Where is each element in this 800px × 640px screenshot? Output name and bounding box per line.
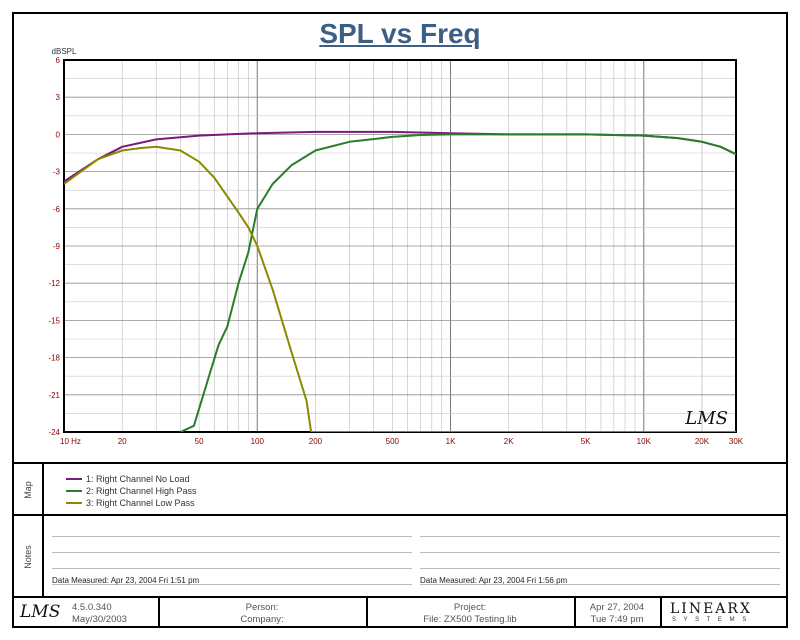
y-tick-label: -6 bbox=[53, 205, 61, 214]
x-tick-label: 10K bbox=[637, 437, 652, 446]
legend-swatch-3 bbox=[66, 502, 82, 504]
legend-swatch-1 bbox=[66, 478, 82, 480]
footer-person-cell: Person: Company: bbox=[160, 598, 368, 628]
footer-brand-cell: LINEARX S Y S T E M S bbox=[662, 598, 786, 628]
footer-date-cell: Apr 27, 2004 Tue 7:49 pm bbox=[576, 598, 662, 628]
y-tick-label: -21 bbox=[48, 391, 60, 400]
note-line bbox=[420, 584, 780, 585]
note-line bbox=[420, 552, 780, 553]
y-tick-label: -15 bbox=[48, 316, 60, 325]
x-tick-label: 10 Hz bbox=[60, 437, 81, 446]
y-tick-label: -12 bbox=[48, 279, 60, 288]
version-text: 4.5.0.340 bbox=[72, 602, 112, 613]
project-label: Project: bbox=[453, 602, 487, 613]
note-line bbox=[52, 568, 412, 569]
measured-note-1: Data Measured: Apr 23, 2004 Fri 1:51 pm bbox=[52, 576, 200, 585]
y-tick-label: -18 bbox=[48, 354, 60, 363]
chart-title: SPL vs Freq bbox=[319, 18, 481, 49]
y-axis-label: dBSPL bbox=[52, 47, 77, 56]
legend-label-3: 3: Right Channel Low Pass bbox=[86, 498, 195, 508]
version-date: May/30/2003 bbox=[72, 614, 127, 625]
footer-project-cell: Project: File: ZX500 Testing.lib bbox=[368, 598, 576, 628]
linearx-brand: LINEARX bbox=[670, 601, 752, 617]
footer-version-cell: LMS 4.5.0.340 May/30/2003 bbox=[14, 598, 160, 628]
x-tick-label: 5K bbox=[581, 437, 591, 446]
x-tick-label: 200 bbox=[309, 437, 323, 446]
map-section: Map 1: Right Channel No Load 2: Right Ch… bbox=[14, 462, 786, 516]
legend-swatch-2 bbox=[66, 490, 82, 492]
notes-section: Notes Data Measured: Apr 23, 2004 Fri 1:… bbox=[14, 514, 786, 598]
x-tick-label: 30K bbox=[729, 437, 744, 446]
date-text: Apr 27, 2004 bbox=[589, 602, 645, 613]
company-label: Company: bbox=[240, 614, 284, 625]
note-line bbox=[52, 584, 412, 585]
legend-label-1: 1: Right Channel No Load bbox=[86, 474, 190, 484]
x-tick-label: 20K bbox=[695, 437, 710, 446]
y-tick-label: -9 bbox=[53, 242, 61, 251]
y-tick-label: 0 bbox=[56, 130, 61, 139]
y-tick-label: 6 bbox=[56, 56, 61, 65]
x-tick-label: 100 bbox=[251, 437, 265, 446]
legend-item-2: 2: Right Channel High Pass bbox=[66, 486, 197, 496]
person-label: Person: bbox=[245, 602, 279, 613]
notes-side-label: Notes bbox=[14, 516, 44, 598]
measured-note-2: Data Measured: Apr 23, 2004 Fri 1:56 pm bbox=[420, 576, 568, 585]
map-side-label: Map bbox=[14, 464, 44, 516]
spl-chart: 6 3 0 -3 -6 -9 -12 -15 -18 -21 -24 dBSPL 10 Hz 20 50 10… bbox=[48, 47, 744, 446]
footer-bar: LMS 4.5.0.340 May/30/2003 Person: Compan… bbox=[14, 596, 786, 630]
y-tick-label: -3 bbox=[53, 168, 61, 177]
x-tick-label: 50 bbox=[195, 437, 204, 446]
lms-watermark: LMS bbox=[684, 408, 728, 429]
file-label: File: ZX500 Testing.lib bbox=[423, 614, 517, 625]
map-label: Map bbox=[23, 481, 33, 499]
x-tick-label: 500 bbox=[386, 437, 400, 446]
series-line-3 bbox=[64, 145, 736, 432]
legend-item-1: 1: Right Channel No Load bbox=[66, 474, 190, 484]
y-tick-label: -24 bbox=[48, 428, 60, 437]
series-line-2 bbox=[179, 133, 736, 432]
x-tick-label: 2K bbox=[504, 437, 514, 446]
report-frame bbox=[12, 12, 788, 628]
note-line bbox=[420, 568, 780, 569]
x-tick-label: 1K bbox=[446, 437, 456, 446]
time-text: Tue 7:49 pm bbox=[590, 614, 644, 625]
note-line bbox=[52, 536, 412, 537]
x-tick-label: 20 bbox=[118, 437, 127, 446]
y-tick-label: 3 bbox=[56, 93, 61, 102]
note-line bbox=[420, 536, 780, 537]
legend-item-3: 3: Right Channel Low Pass bbox=[66, 498, 195, 508]
lms-logo: LMS bbox=[20, 602, 61, 622]
notes-label: Notes bbox=[23, 545, 33, 569]
note-line bbox=[52, 552, 412, 553]
linearx-subbrand: S Y S T E M S bbox=[672, 617, 750, 623]
legend-label-2: 2: Right Channel High Pass bbox=[86, 486, 197, 496]
